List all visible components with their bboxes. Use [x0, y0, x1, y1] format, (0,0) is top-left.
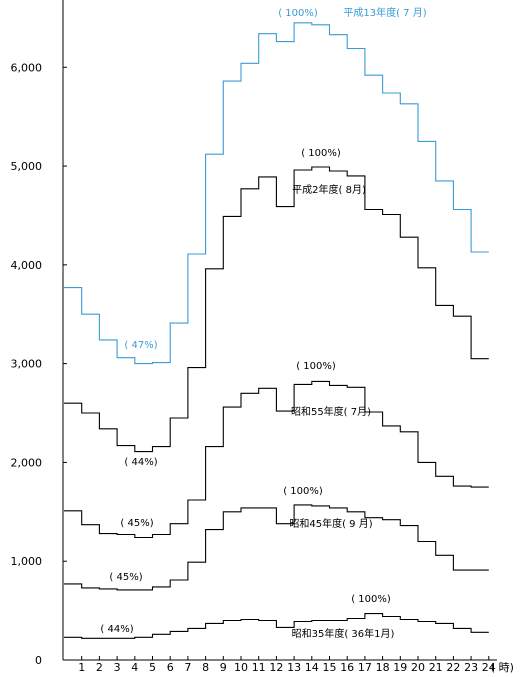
- x-tick-label: 20: [411, 661, 425, 674]
- x-tick-label: 24: [482, 661, 496, 674]
- y-tick-label: 2,000: [11, 456, 43, 469]
- series-s35-january: [64, 613, 489, 639]
- annotation-label: ( 45%): [109, 572, 142, 583]
- series-h2-august: [64, 166, 489, 453]
- x-tick-label: 13: [287, 661, 301, 674]
- y-tick-label: 6,000: [11, 61, 43, 74]
- x-unit-label: ( 時): [491, 661, 514, 674]
- annotation-label: ( 45%): [120, 518, 153, 529]
- x-tick-label: 11: [252, 661, 266, 674]
- annotation-label: ( 44%): [124, 457, 157, 468]
- x-tick-label: 8: [202, 661, 209, 674]
- x-tick-label: 18: [376, 661, 390, 674]
- annotation-label: ( 100%): [301, 148, 341, 159]
- annotation-label: ( 47%): [124, 340, 157, 351]
- series-s45-september: [64, 504, 489, 591]
- x-tick-label: 12: [269, 661, 283, 674]
- y-tick-label: 0: [35, 654, 42, 667]
- x-tick-label: 23: [464, 661, 478, 674]
- x-tick-label: 5: [149, 661, 156, 674]
- annotation-label: ( 100%): [296, 361, 336, 372]
- x-tick-label: 16: [340, 661, 354, 674]
- y-tick-label: 5,000: [11, 160, 43, 173]
- x-tick-label: 17: [358, 661, 372, 674]
- x-tick-label: 1: [78, 661, 85, 674]
- x-tick-label: 6: [167, 661, 174, 674]
- y-tick-label: 3,000: [11, 358, 43, 371]
- x-tick-label: 14: [305, 661, 319, 674]
- x-tick-label: 21: [429, 661, 443, 674]
- x-tick-label: 7: [184, 661, 191, 674]
- annotation-label: 昭和55年度( 7月): [291, 405, 371, 418]
- annotation-label: ( 100%): [278, 8, 318, 19]
- y-tick-label: 4,000: [11, 259, 43, 272]
- annotation-layer: ( 100%) 平成13年度( 7 月) ( 47%) ( 100%) 平成2年度( 8…: [100, 6, 426, 640]
- series-h13-july: [64, 22, 489, 365]
- x-tick-label: 4: [131, 661, 138, 674]
- annotation-label: ( 44%): [100, 624, 133, 635]
- x-tick-label: 3: [114, 661, 121, 674]
- x-tick-label: 22: [446, 661, 460, 674]
- x-tick-label: 2: [96, 661, 103, 674]
- x-tick-label: 9: [220, 661, 227, 674]
- annotation-label: ( 100%): [351, 594, 391, 605]
- x-tick-label: 15: [323, 661, 337, 674]
- annotation-label: 平成2年度( 8月): [292, 183, 366, 196]
- series-s55-july: [64, 380, 489, 539]
- x-tick-label: 19: [393, 661, 407, 674]
- annotation-label: 平成13年度( 7 月): [343, 6, 426, 19]
- x-tick-label: 10: [234, 661, 248, 674]
- annotation-label: ( 100%): [283, 486, 323, 497]
- annotation-label: 昭和35年度( 36年1月): [292, 627, 395, 640]
- y-tick-label: 1,000: [11, 555, 43, 568]
- annotation-label: 昭和45年度( 9 月): [289, 517, 372, 530]
- series-layer: [64, 22, 489, 639]
